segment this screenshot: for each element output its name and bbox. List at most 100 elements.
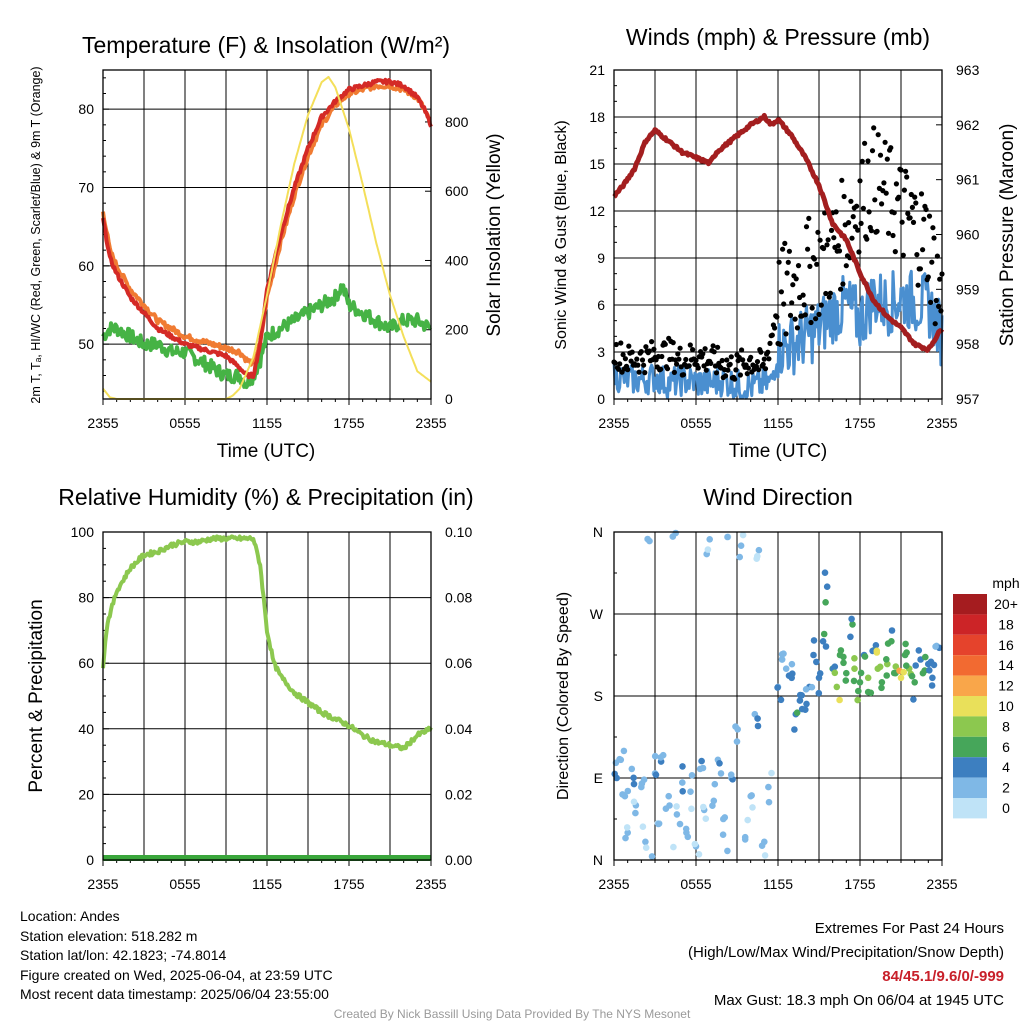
humidity-plot: 2355 0555 1155 1755 2355 0 0.00 20 0.02 40 0.04 60 0… bbox=[71, 524, 473, 892]
direction-point bbox=[791, 726, 798, 733]
legend-swatch bbox=[953, 696, 987, 717]
direction-point bbox=[861, 653, 869, 660]
direction-point bbox=[624, 787, 632, 795]
direction-point bbox=[854, 696, 861, 704]
gust-point bbox=[882, 139, 888, 145]
gust-point bbox=[708, 360, 714, 366]
legend-swatch bbox=[953, 614, 987, 635]
created-text: Figure created on Wed, 2025-06-04, at 23… bbox=[20, 966, 333, 983]
y-tick-label: 50 bbox=[78, 336, 94, 352]
gust-point bbox=[662, 341, 668, 347]
direction-point bbox=[679, 763, 686, 770]
gust-point bbox=[862, 140, 868, 146]
temperature-panel-title: Temperature (F) & Insolation (W/m²) bbox=[82, 32, 450, 58]
direction-point bbox=[623, 824, 631, 831]
gust-point bbox=[864, 236, 870, 242]
gust-point bbox=[732, 376, 738, 382]
gust-point bbox=[826, 294, 832, 300]
gust-point bbox=[725, 367, 731, 373]
gust-point bbox=[612, 360, 618, 366]
gust-point bbox=[693, 357, 699, 363]
x-tick-label: 1755 bbox=[333, 876, 364, 892]
gust-point bbox=[896, 194, 902, 200]
direction-point bbox=[897, 674, 905, 682]
direction-point bbox=[847, 633, 854, 641]
direction-point bbox=[741, 836, 749, 843]
y-tick-label: 15 bbox=[589, 156, 605, 172]
legend-swatch bbox=[953, 757, 987, 778]
direction-point bbox=[624, 829, 631, 836]
direction-point bbox=[864, 674, 872, 682]
temperature-plot: 2355 0555 1155 1755 235550607080020040060080… bbox=[78, 69, 469, 431]
y-right-tick-label: 960 bbox=[956, 227, 980, 243]
gust-point bbox=[921, 216, 927, 222]
gust-point bbox=[613, 341, 619, 348]
direction-point bbox=[782, 665, 790, 672]
y-tick-label: 0 bbox=[597, 391, 605, 407]
y-right-tick-label: 0 bbox=[445, 391, 453, 407]
direction-point bbox=[810, 637, 818, 644]
humidity-ylabel: Percent & Precipitation bbox=[26, 599, 47, 792]
gust-point bbox=[838, 286, 844, 292]
gust-point bbox=[780, 246, 786, 252]
gust-point bbox=[686, 363, 692, 369]
gust-point bbox=[818, 302, 824, 308]
direction-point bbox=[849, 621, 856, 628]
gust-point bbox=[740, 357, 746, 363]
direction-point bbox=[768, 769, 775, 777]
gust-point bbox=[893, 181, 900, 187]
direction-point bbox=[716, 760, 723, 767]
direction-point bbox=[816, 670, 824, 677]
gust-point bbox=[918, 191, 925, 197]
gust-point bbox=[790, 282, 796, 288]
legend-title: mph bbox=[992, 575, 1019, 591]
legend-swatch bbox=[953, 798, 987, 819]
direction-point bbox=[699, 764, 707, 772]
gust-point bbox=[783, 331, 789, 337]
gust-point bbox=[634, 356, 640, 362]
gust-point bbox=[711, 349, 717, 355]
direction-point bbox=[639, 823, 647, 830]
gust-point bbox=[748, 354, 754, 360]
direction-point bbox=[704, 546, 712, 553]
x-tick-label: 2355 bbox=[598, 876, 629, 892]
direction-point bbox=[802, 686, 810, 693]
y-right-tick-label: 0.06 bbox=[445, 655, 472, 671]
legend-label: 4 bbox=[1002, 759, 1010, 775]
direction-point bbox=[655, 820, 662, 828]
y-tick-label: 20 bbox=[78, 786, 94, 802]
gust-point bbox=[877, 152, 884, 158]
x-tick-label: 2355 bbox=[926, 876, 957, 892]
gust-point bbox=[789, 300, 795, 306]
direction-point bbox=[684, 833, 692, 841]
gust-point bbox=[625, 367, 631, 373]
gust-point bbox=[719, 357, 725, 364]
direction-point bbox=[611, 770, 618, 778]
direction-point bbox=[651, 752, 659, 760]
gust-point bbox=[831, 235, 837, 241]
legend-swatch bbox=[953, 675, 987, 696]
gust-point bbox=[727, 361, 733, 367]
gust-point bbox=[683, 356, 689, 363]
x-tick-label: 1155 bbox=[763, 415, 793, 431]
gust-point bbox=[917, 266, 924, 272]
direction-point bbox=[883, 672, 890, 679]
legend-label: 0 bbox=[1002, 800, 1010, 816]
gust-point bbox=[923, 206, 929, 213]
gust-point bbox=[744, 371, 750, 377]
y-right-tick-label: 957 bbox=[956, 391, 980, 407]
gust-point bbox=[811, 256, 818, 262]
direction-point bbox=[840, 653, 847, 661]
y-right-tick-label: 400 bbox=[445, 252, 469, 268]
gust-point bbox=[760, 361, 766, 367]
y-tick-label: 40 bbox=[78, 721, 94, 737]
speed-legend: mph 20+ 18 16 14 12 10 8 6 4 2 0 bbox=[953, 575, 1020, 819]
gust-point bbox=[616, 366, 622, 372]
gust-point bbox=[649, 339, 655, 345]
direction-point bbox=[823, 583, 831, 590]
gust-point bbox=[815, 229, 821, 235]
gust-point bbox=[860, 205, 867, 211]
gust-point bbox=[671, 369, 678, 375]
series-2m-t bbox=[101, 77, 433, 380]
direction-point bbox=[922, 653, 929, 661]
